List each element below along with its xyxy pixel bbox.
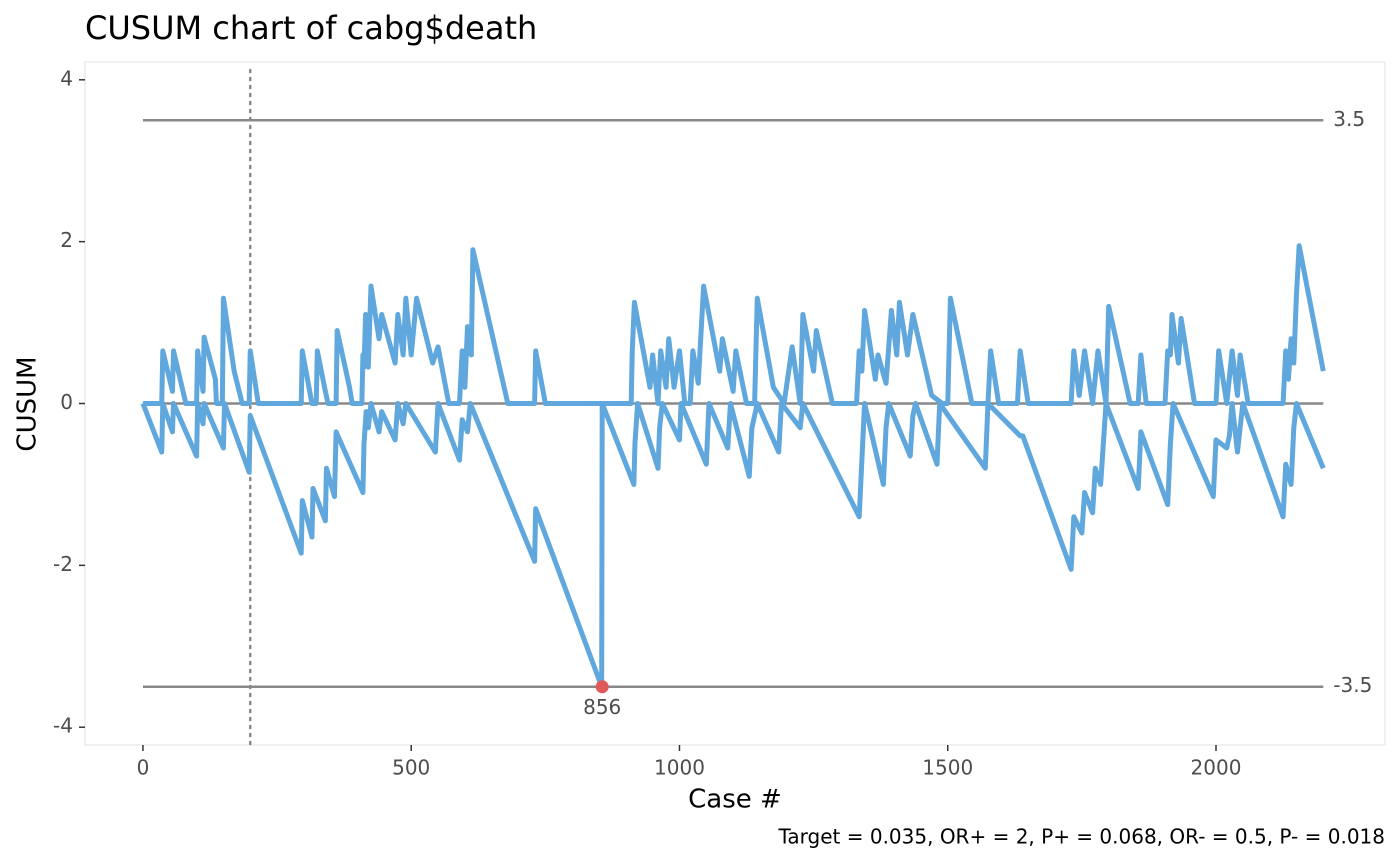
chart-title: CUSUM chart of cabg$death [85,9,537,47]
signal-point [595,680,609,694]
x-axis-label: Case # [688,785,782,815]
x-tick-label: 1500 [922,756,973,780]
control-limit-label: -3.5 [1333,673,1372,697]
x-tick-label: 1000 [654,756,705,780]
cusum-line [140,401,1326,690]
y-tick-label: 2 [60,228,73,252]
control-limit-label: 3.5 [1333,107,1365,131]
x-tick-label: 2000 [1191,756,1242,780]
signal-label: 856 [583,695,621,719]
x-tick-label: 500 [392,756,430,780]
cusum-line [142,243,1326,406]
y-tick-label: -4 [53,714,73,738]
y-tick-label: 4 [60,66,73,90]
y-tick-label: -2 [53,552,73,576]
y-tick-label: 0 [60,390,73,414]
caption: Target = 0.035, OR+ = 2, P+ = 0.068, OR-… [778,825,1386,849]
y-axis-label: CUSUM [13,356,43,451]
x-tick-label: 0 [137,756,150,780]
